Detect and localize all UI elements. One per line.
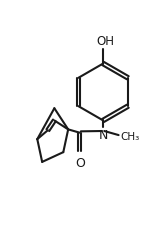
Text: N: N [98,129,108,142]
Text: OH: OH [97,35,115,48]
Text: O: O [75,157,85,170]
Text: CH₃: CH₃ [120,132,139,142]
